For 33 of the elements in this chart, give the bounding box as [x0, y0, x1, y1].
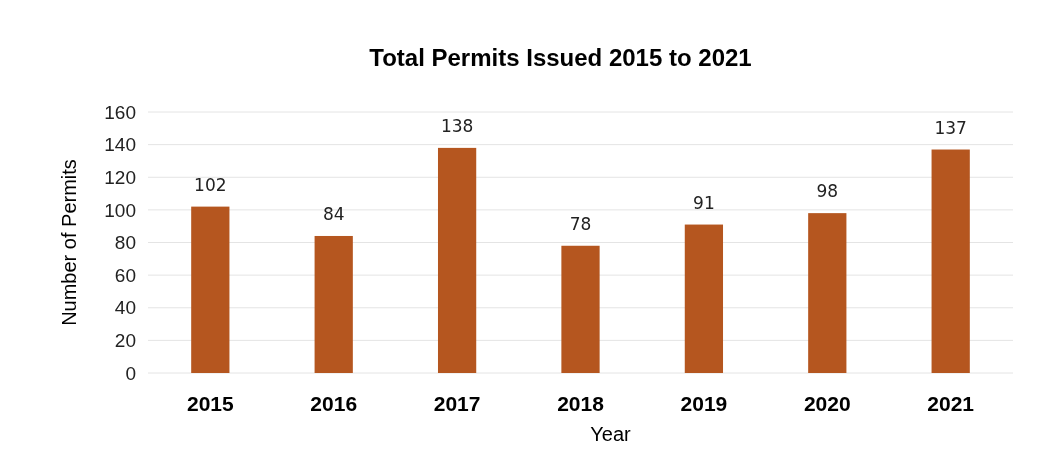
- y-axis-title: Number of Permits: [58, 159, 80, 326]
- x-tick-label: 2016: [310, 392, 358, 415]
- bar: [561, 245, 600, 373]
- x-tick-label: 2017: [433, 392, 481, 415]
- data-label: 84: [322, 203, 345, 224]
- data-label: 78: [569, 213, 592, 234]
- data-label: 138: [440, 115, 474, 136]
- x-tick-label: 2021: [927, 392, 975, 415]
- y-tick-label: 60: [114, 264, 136, 286]
- bar: [808, 213, 847, 373]
- x-axis-title: Year: [590, 423, 632, 445]
- x-tick-label: 2015: [186, 392, 234, 415]
- chart-title: Total Permits Issued 2015 to 2021: [369, 44, 752, 71]
- y-tick-label: 140: [104, 134, 136, 156]
- y-tick-label: 120: [104, 166, 136, 188]
- x-tick-label: 2018: [557, 392, 605, 415]
- bar: [931, 149, 970, 373]
- data-label: 102: [194, 174, 227, 195]
- y-tick-label: 0: [125, 362, 136, 384]
- data-label: 91: [693, 192, 715, 213]
- bar: [684, 224, 724, 373]
- x-tick-label: 2020: [803, 392, 851, 415]
- y-tick-label: 80: [114, 232, 136, 254]
- y-tick-label: 40: [114, 297, 136, 319]
- bar: [437, 147, 477, 373]
- bar: [191, 206, 230, 373]
- data-label: 137: [934, 117, 967, 138]
- y-tick-label: 20: [114, 330, 136, 352]
- y-tick-label: 160: [104, 101, 136, 123]
- data-label: 98: [816, 181, 839, 202]
- y-tick-label: 100: [104, 199, 136, 221]
- bar: [314, 235, 353, 373]
- x-tick-label: 2019: [680, 392, 728, 415]
